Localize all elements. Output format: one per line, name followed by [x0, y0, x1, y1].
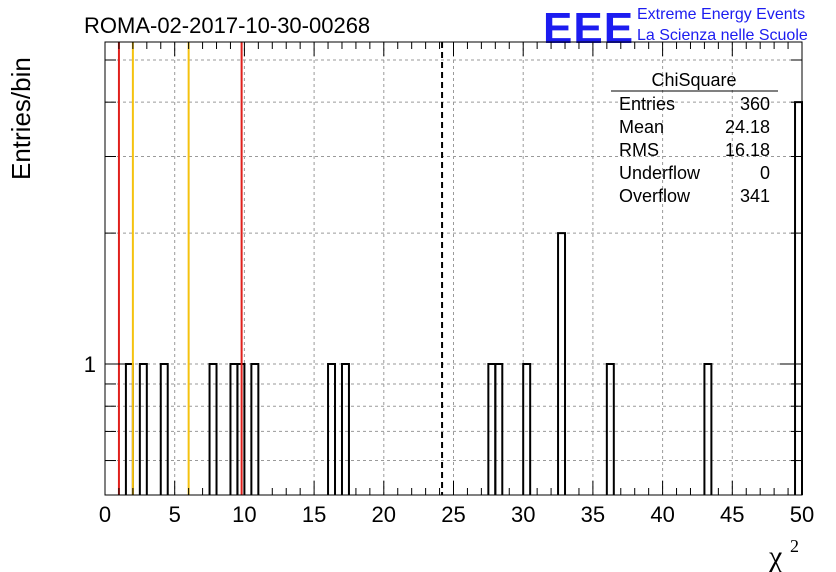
- logo-mark: EEE: [543, 4, 634, 53]
- histogram-bar: [159, 363, 169, 495]
- x-tick-label: 20: [372, 502, 396, 527]
- histogram-bars: [124, 101, 803, 495]
- eee-logo: EEE Extreme Energy Events La Scienza nel…: [543, 4, 808, 53]
- stats-value: 0: [760, 163, 770, 183]
- stats-value: 360: [740, 94, 770, 114]
- histogram-bar: [250, 363, 260, 495]
- y-axis-label: Entries/bin: [6, 57, 36, 180]
- x-axis-label: χ 2: [768, 536, 799, 572]
- marker-lines: [117, 42, 444, 495]
- y-tick-label: 1: [84, 352, 96, 377]
- x-axis-label-superscript: 2: [790, 536, 799, 556]
- y-tick-labels: 1: [84, 352, 96, 377]
- x-tick-label: 5: [169, 502, 181, 527]
- stats-box: ChiSquare Entries 360 Mean 24.18 RMS 16.18 Und…: [611, 70, 778, 206]
- stats-value: 16.18: [725, 140, 770, 160]
- x-axis-label-chi: χ: [768, 540, 783, 572]
- histogram-bar: [208, 363, 218, 495]
- stats-value: 341: [740, 186, 770, 206]
- x-tick-label: 50: [790, 502, 814, 527]
- logo-line-2: La Scienza nelle Scuole: [637, 27, 808, 44]
- stats-label: Overflow: [619, 186, 691, 206]
- histogram-bar: [703, 363, 713, 495]
- x-tick-label: 45: [720, 502, 744, 527]
- x-tick-label: 0: [99, 502, 111, 527]
- x-tick-label: 30: [511, 502, 535, 527]
- x-tick-label: 40: [650, 502, 674, 527]
- logo-line-1: Extreme Energy Events: [637, 6, 805, 23]
- stats-label: RMS: [619, 140, 659, 160]
- grid: [105, 42, 802, 495]
- histogram-bar: [605, 363, 615, 495]
- histogram-bar: [138, 363, 148, 495]
- histogram-bar: [522, 363, 532, 495]
- histogram-bar: [327, 363, 337, 495]
- histogram-bar: [340, 363, 350, 495]
- histogram-bar: [557, 232, 567, 495]
- histogram-bar: [494, 363, 504, 495]
- stats-value: 24.18: [725, 117, 770, 137]
- x-tick-label: 15: [302, 502, 326, 527]
- stats-rows: Entries 360 Mean 24.18 RMS 16.18 Underflow 0 Ove…: [619, 94, 770, 206]
- stats-label: Mean: [619, 117, 664, 137]
- x-tick-label: 25: [441, 502, 465, 527]
- stats-label: Entries: [619, 94, 675, 114]
- axis-ticks: [104, 42, 803, 495]
- histogram-bar: [794, 101, 803, 495]
- stats-title: ChiSquare: [651, 70, 736, 90]
- chart-title: ROMA-02-2017-10-30-00268: [84, 13, 370, 38]
- x-tick-label: 10: [232, 502, 256, 527]
- stats-label: Underflow: [619, 163, 701, 183]
- x-tick-label: 35: [581, 502, 605, 527]
- x-tick-labels: 0 5 10 15 20 25 30 35 40 45 50: [99, 502, 814, 527]
